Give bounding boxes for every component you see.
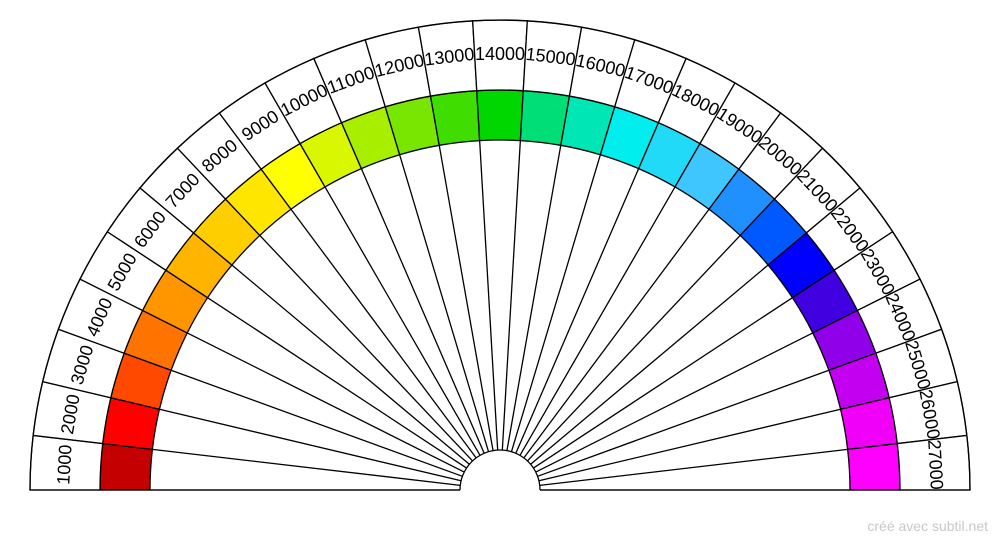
segment-label: 1000 (53, 444, 75, 485)
color-segment (477, 90, 524, 141)
radial-line (507, 145, 561, 450)
radial-line (480, 141, 498, 450)
radial-line (291, 209, 476, 458)
radial-line (400, 155, 489, 452)
radial-line (187, 333, 464, 472)
radial-line (171, 370, 462, 476)
radial-line (538, 370, 829, 476)
radial-line (511, 155, 600, 452)
radial-line (536, 333, 813, 472)
radial-line (540, 449, 848, 485)
color-segment (100, 444, 152, 490)
bovis-gauge: 1000200030004000500060007000800090001000… (0, 0, 1000, 540)
segment-label: 14000 (475, 44, 525, 64)
hub-arc (460, 450, 540, 490)
color-segment (431, 91, 480, 146)
radial-line (502, 141, 520, 450)
credit-text: créé avec subtil.net (867, 518, 988, 534)
radial-line (520, 187, 675, 455)
radial-line (152, 449, 460, 485)
color-segment (848, 444, 900, 490)
radial-line (260, 235, 473, 460)
segment-label: 27000 (924, 439, 947, 490)
radial-line (439, 145, 493, 450)
radial-line (325, 187, 480, 455)
radial-line (527, 235, 740, 460)
radial-line (524, 209, 709, 458)
